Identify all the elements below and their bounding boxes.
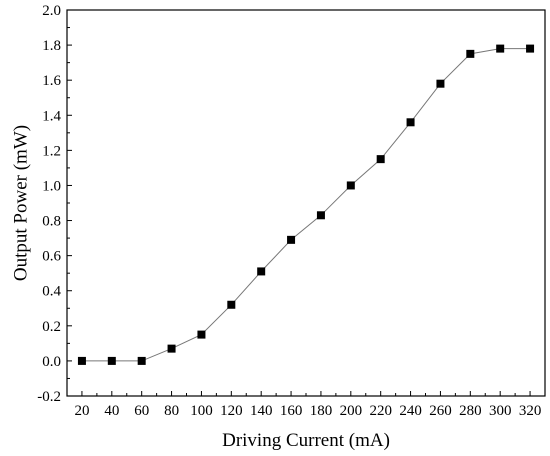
data-point-marker [227, 300, 236, 309]
y-tick-label: 1.0 [42, 178, 61, 194]
data-point-marker [496, 44, 505, 53]
series-markers [77, 44, 535, 365]
x-tick-label: 40 [104, 403, 119, 419]
data-point-marker [346, 181, 355, 190]
x-tick-label: 20 [74, 403, 89, 419]
x-tick-label: 280 [459, 403, 482, 419]
y-tick-label: 0.0 [42, 354, 61, 370]
x-tick-label: 60 [134, 403, 149, 419]
y-tick-label: -0.2 [37, 389, 61, 405]
plot-frame [66, 9, 546, 397]
x-tick-label: 240 [399, 403, 422, 419]
x-tick-label: 160 [280, 403, 303, 419]
data-point-marker [137, 356, 146, 365]
x-tick-label: 120 [220, 403, 243, 419]
x-tick-label: 180 [310, 403, 333, 419]
y-tick-label: 1.2 [42, 143, 61, 159]
y-tick-label: 0.2 [42, 319, 61, 335]
x-tick-label: 200 [340, 403, 363, 419]
data-point-marker [287, 235, 296, 244]
x-tick-label: 320 [519, 403, 542, 419]
data-point-marker [167, 344, 176, 353]
data-point-marker [436, 79, 445, 88]
tick-labels: 20 40 60 80 100 120 140 160 180 200 220 240 260 280 30… [37, 3, 541, 419]
y-tick-label: 1.4 [42, 108, 61, 124]
x-tick-label: 140 [250, 403, 273, 419]
data-point-marker [257, 267, 266, 276]
y-tick-label: 1.6 [42, 73, 61, 89]
y-tick-label: 0.8 [42, 214, 61, 230]
y-tick-label: 2.0 [42, 3, 61, 19]
series-line [81, 48, 531, 362]
series-line-layer [81, 48, 531, 362]
x-tick-label: 260 [429, 403, 452, 419]
data-point-marker [107, 356, 116, 365]
data-point-marker [466, 49, 475, 58]
axes [66, 9, 546, 397]
x-axis-title: Driving Current (mA) [222, 430, 390, 451]
x-tick-label: 220 [369, 403, 392, 419]
data-point-marker [77, 356, 86, 365]
data-point-marker [526, 44, 535, 53]
x-tick-label: 300 [489, 403, 512, 419]
y-tick-label: 0.6 [42, 249, 61, 265]
y-axis-title: Output Power (mW) [11, 125, 32, 281]
data-point-marker [376, 155, 385, 164]
x-tick-label: 100 [190, 403, 213, 419]
x-tick-label: 80 [164, 403, 179, 419]
data-point-marker [406, 118, 415, 127]
data-point-marker [316, 211, 325, 220]
y-tick-label: 0.4 [42, 284, 61, 300]
y-tick-label: 1.8 [42, 38, 61, 54]
data-point-marker [197, 330, 206, 339]
